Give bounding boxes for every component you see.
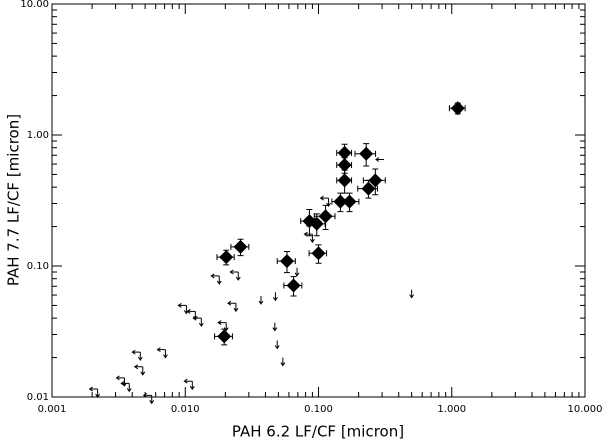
x-axis-label: PAH 6.2 LF/CF [micron] — [232, 423, 404, 441]
diamond-point — [450, 101, 465, 116]
x-tick-label: 10.000 — [568, 404, 603, 415]
upper-limit — [303, 231, 315, 244]
upper-limit — [133, 364, 146, 376]
upper-limit — [210, 273, 222, 285]
upper-limit — [375, 157, 384, 162]
upper-limit — [115, 375, 127, 387]
diamond-point — [337, 158, 352, 173]
upper-limit — [217, 320, 229, 332]
upper-limit — [409, 289, 415, 299]
diamond-point — [368, 173, 383, 188]
diamond-point — [342, 194, 357, 209]
upper-limit — [274, 340, 280, 350]
diamond-point — [233, 239, 248, 254]
diamond-point — [359, 146, 374, 161]
diamond-point — [219, 250, 234, 265]
y-tick-label: 0.10 — [27, 261, 49, 272]
upper-limit — [177, 303, 189, 315]
upper-limit — [142, 392, 155, 405]
upper-limit — [192, 315, 204, 328]
y-tick-label: 10.00 — [20, 0, 49, 10]
plot-frame — [51, 3, 586, 398]
upper-limit — [183, 378, 195, 391]
x-tick-label: 1.000 — [437, 404, 466, 415]
diamond-point — [309, 216, 324, 231]
upper-limit — [131, 349, 143, 362]
diamond-point — [286, 278, 301, 293]
y-tick-label: 1.00 — [27, 130, 49, 141]
upper-limit — [229, 269, 241, 281]
upper-limit — [273, 292, 278, 302]
diamond-point — [337, 173, 352, 188]
y-tick-label: 0.01 — [27, 392, 49, 403]
x-tick-label: 0.001 — [38, 404, 67, 415]
upper-limit — [120, 380, 132, 393]
upper-limit — [272, 322, 278, 332]
diamond-point — [361, 181, 376, 196]
upper-limit — [227, 300, 239, 313]
upper-limit — [88, 386, 101, 398]
upper-limit — [280, 357, 286, 367]
diamond-point — [337, 145, 352, 160]
x-tick-label: 0.010 — [171, 404, 200, 415]
diamond-point — [311, 246, 326, 261]
x-tick-label: 0.100 — [304, 404, 333, 415]
diamond-point — [279, 254, 294, 269]
upper-limit — [294, 267, 300, 277]
y-axis-label: PAH 7.7 LF/CF [micron] — [5, 114, 23, 286]
upper-limit — [319, 195, 331, 207]
diamond-point — [217, 329, 232, 344]
diamond-point — [318, 209, 333, 224]
upper-limit — [156, 347, 168, 359]
upper-limit — [258, 296, 264, 305]
